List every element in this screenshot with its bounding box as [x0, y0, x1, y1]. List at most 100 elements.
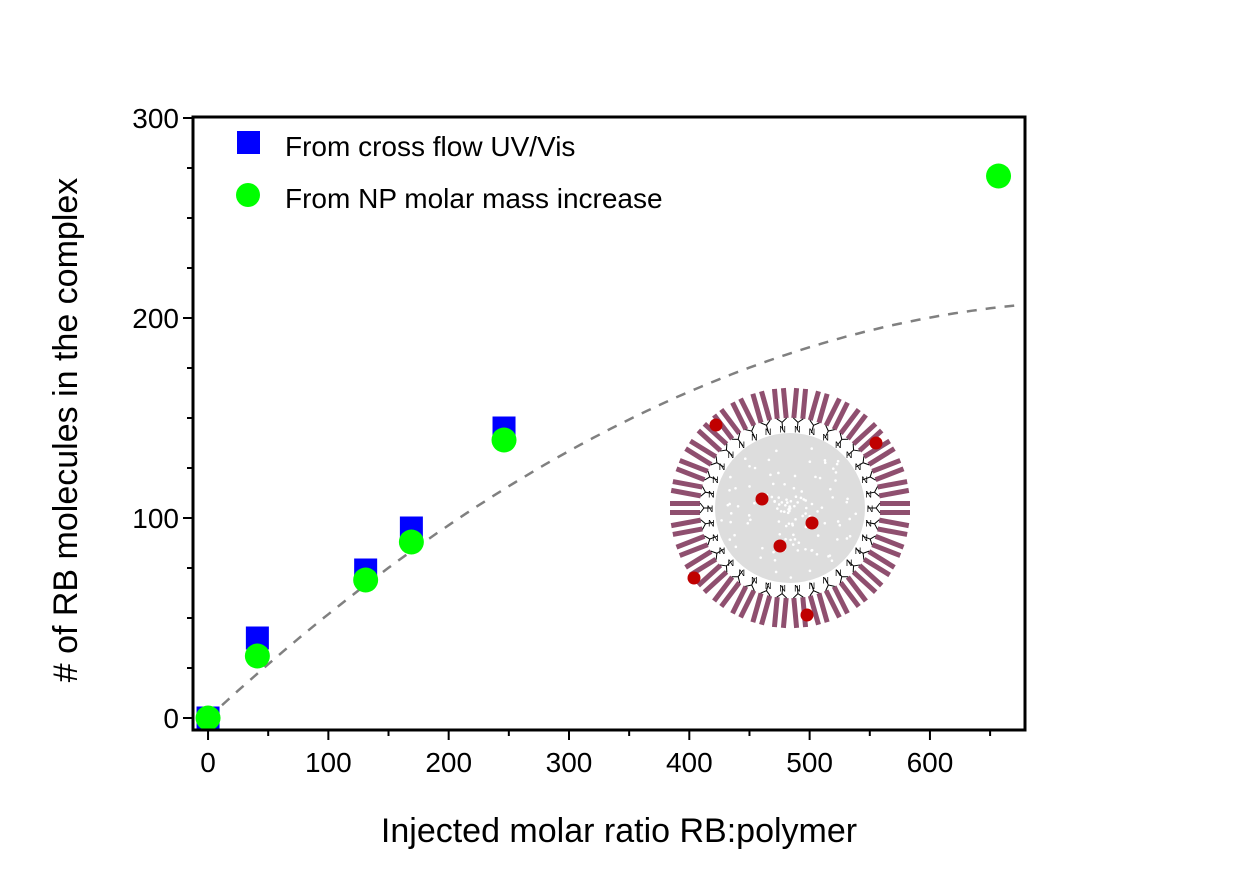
core-speck: [774, 559, 777, 562]
core-speck: [798, 541, 801, 544]
polymer-bar: [672, 479, 702, 489]
nitrogen-label: N: [765, 427, 772, 437]
nitrogen-label: N: [739, 440, 746, 450]
nitrogen-label: N: [728, 558, 735, 568]
nitrogen-label: N: [719, 462, 726, 472]
polymer-arm: [750, 581, 775, 625]
core-speck: [829, 488, 832, 491]
molar-mass-circle-point: [986, 164, 1011, 189]
core-speck: [744, 457, 747, 460]
molar-mass-circle-point: [245, 644, 270, 669]
core-speck: [795, 495, 798, 498]
core-speck: [783, 483, 786, 486]
nitrogen-label: N: [708, 489, 715, 499]
nitrogen-label: N: [835, 568, 842, 578]
core-speck: [775, 450, 778, 453]
core-speck: [831, 559, 834, 562]
nitrogen-label: N: [855, 546, 862, 556]
core-speck: [789, 507, 792, 510]
y-tick-label: 200: [132, 303, 179, 334]
core-speck: [797, 549, 800, 552]
core-speck: [748, 465, 751, 468]
data-points: [196, 164, 1011, 731]
core-speck: [800, 490, 803, 493]
core-speck: [735, 546, 738, 549]
legend-label-uvvis: From cross flow UV/Vis: [285, 131, 575, 162]
nitrogen-label: N: [712, 475, 719, 485]
x-axis-label: Injected molar ratio RB:polymer: [381, 812, 857, 850]
nitrogen-label: N: [846, 450, 853, 460]
core-speck: [781, 501, 784, 504]
core-speck: [789, 539, 792, 542]
polymer-bar: [772, 389, 780, 419]
x-tick-label: 0: [200, 747, 216, 778]
core-speck: [793, 505, 796, 508]
core-speck: [835, 471, 838, 474]
core-speck: [824, 522, 827, 525]
polymer-arm: [670, 501, 712, 515]
core-speck: [787, 512, 790, 515]
core-speck: [848, 518, 851, 521]
core-speck: [759, 556, 762, 559]
nitrogen-label: N: [835, 440, 842, 450]
rb-molecule-dot: [756, 493, 769, 506]
core-speck: [805, 507, 808, 510]
polymer-bar: [781, 598, 789, 628]
x-tick-label: 500: [786, 747, 833, 778]
core-speck: [831, 496, 834, 499]
core-speck: [785, 525, 788, 528]
nitrogen-label: N: [861, 475, 868, 485]
molar-mass-circle-point: [196, 706, 221, 731]
legend-label-molar-mass: From NP molar mass increase: [285, 183, 663, 214]
core-speck: [794, 518, 797, 521]
core-speck: [792, 543, 795, 546]
polymer-bar: [671, 488, 701, 498]
nitrogen-label: N: [751, 432, 758, 442]
core-speck: [837, 460, 840, 463]
core-speck: [809, 460, 812, 463]
core-speck: [804, 512, 807, 515]
polymer-bar: [877, 527, 907, 537]
core-speck: [728, 489, 731, 492]
nitrogen-label: N: [861, 533, 868, 543]
core-speck: [821, 506, 824, 509]
nitrogen-label: N: [719, 546, 726, 556]
polymer-arm: [865, 515, 909, 536]
polymer-bar: [772, 597, 780, 627]
nitrogen-label: N: [708, 519, 715, 529]
core-speck: [834, 479, 837, 482]
y-axis-label: # of RB molecules in the complex: [47, 178, 85, 683]
nitrogen-label: N: [855, 462, 862, 472]
x-axis-ticks: 0 100 200 300 400 500 600: [200, 730, 990, 778]
nitrogen-label: N: [712, 533, 719, 543]
core-speck: [775, 571, 778, 574]
nitrogen-label: N: [809, 581, 816, 591]
core-speck: [778, 520, 781, 523]
core-speck: [769, 474, 772, 477]
core-speck: [728, 538, 731, 541]
polymer-arm: [865, 479, 909, 500]
nitrogen-label: N: [822, 432, 829, 442]
polymer-bar: [880, 501, 910, 506]
x-tick-label: 100: [305, 747, 352, 778]
nitrogen-label: N: [707, 504, 714, 514]
core-speck: [785, 498, 788, 501]
core-speck: [720, 519, 723, 522]
core-speck: [792, 533, 795, 536]
core-speck: [809, 570, 812, 573]
nitrogen-label: N: [865, 489, 872, 499]
core-speck: [801, 515, 804, 518]
core-speck: [748, 485, 751, 488]
rb-molecule-dot: [801, 609, 814, 622]
polymer-bar: [880, 510, 910, 515]
polymer-bar: [877, 479, 907, 489]
core-speck: [772, 551, 775, 554]
core-speck: [791, 524, 794, 527]
core-speck: [746, 522, 749, 525]
scatter-chart: NNNNNNNNNNNNNNNNNNNNNNNNN N N NNNNNNN 0 100 2…: [0, 0, 1233, 883]
polymer-bar: [879, 488, 909, 498]
nitrogen-label: N: [809, 427, 816, 437]
core-speck: [836, 538, 839, 541]
core-speck: [772, 483, 775, 486]
nitrogen-label: N: [739, 568, 746, 578]
